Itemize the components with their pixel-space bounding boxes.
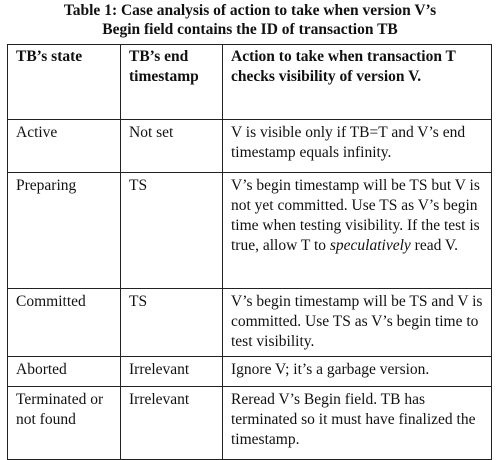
table-row: Terminated or not found Irrelevant Rerea… — [7, 386, 492, 460]
cell-end-timestamp: Not set — [120, 119, 223, 173]
cell-end-timestamp: TS — [120, 288, 223, 357]
cell-action: V’s begin timestamp will be TS and V is … — [222, 288, 492, 357]
cell-state: Aborted — [7, 356, 121, 387]
header-row: TB’s state TB’s end timestamp Action to … — [7, 44, 492, 120]
action-text-italic: speculatively — [329, 237, 411, 254]
cell-action: V’s begin timestamp will be TS but V is … — [222, 172, 492, 289]
action-text-before: V’s begin timestamp will be TS but V is … — [231, 177, 480, 254]
cell-state: Committed — [7, 288, 121, 357]
cell-action: Reread V’s Begin field. TB has terminate… — [222, 386, 492, 460]
cell-end-timestamp: Irrelevant — [120, 386, 223, 460]
header-tb-end-timestamp: TB’s end timestamp — [120, 44, 223, 120]
action-text-after: read V. — [410, 237, 458, 254]
cell-state: Active — [7, 119, 121, 173]
table-row: Active Not set V is visible only if TB=T… — [7, 119, 492, 173]
table-row: Committed TS V’s begin timestamp will be… — [7, 288, 492, 357]
table-row: Preparing TS V’s begin timestamp will be… — [7, 172, 492, 289]
caption-line-1: Table 1: Case analysis of action to take… — [63, 2, 437, 19]
header-tb-state: TB’s state — [7, 44, 121, 120]
cell-end-timestamp: TS — [120, 172, 223, 289]
header-action: Action to take when transaction T checks… — [222, 44, 492, 120]
caption-line-2: Begin field contains the ID of transacti… — [102, 21, 398, 38]
table-caption: Table 1: Case analysis of action to take… — [6, 0, 494, 39]
cell-action: V is visible only if TB=T and V’s end ti… — [222, 119, 492, 173]
case-analysis-table: TB’s state TB’s end timestamp Action to … — [7, 44, 492, 460]
cell-state: Terminated or not found — [7, 386, 121, 460]
cell-action: Ignore V; it’s a garbage version. — [222, 356, 492, 387]
cell-state: Preparing — [7, 172, 121, 289]
cell-end-timestamp: Irrelevant — [120, 356, 223, 387]
table-row: Aborted Irrelevant Ignore V; it’s a garb… — [7, 356, 492, 387]
